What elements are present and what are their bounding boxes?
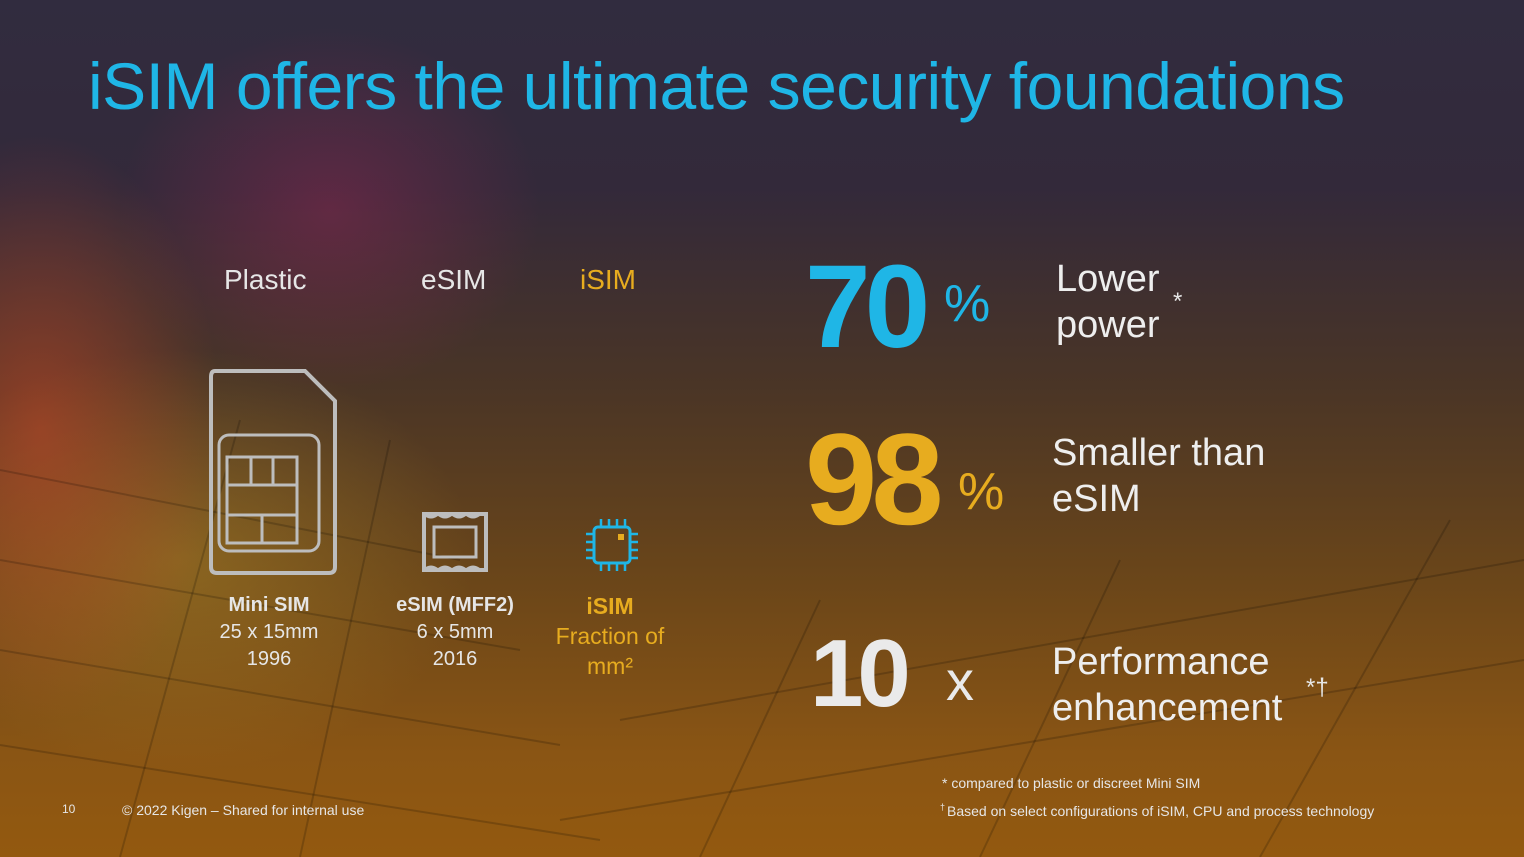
stat-unit-size: % <box>958 463 1005 521</box>
caption-name: iSIM <box>586 593 634 619</box>
stat-unit-power: % <box>944 275 991 333</box>
stat-unit-performance: x <box>946 649 974 712</box>
stat-value-power: 70 <box>805 241 930 373</box>
stat-value-performance: 10 <box>810 620 911 727</box>
footnote-1-mark: * <box>942 775 948 791</box>
footnote-1: * compared to plastic or discreet Mini S… <box>942 775 1200 791</box>
caption-name: Mini SIM <box>228 594 310 616</box>
caption-size: 25 x 15mm <box>219 621 319 643</box>
stat-desc-line1: Performance <box>1052 641 1270 683</box>
processor-chip-icon <box>584 517 640 573</box>
column-header-plastic: Plastic <box>224 264 307 295</box>
stat-desc-size: Smaller than eSIM <box>1052 430 1265 522</box>
stat-desc-line2: enhancement <box>1052 687 1283 729</box>
caption-year: 1996 <box>246 648 292 670</box>
footnote-1-text: compared to plastic or discreet Mini SIM <box>951 775 1201 791</box>
sim-card-icon <box>209 369 339 575</box>
stat-desc-line1: Lower <box>1056 258 1160 300</box>
stat-desc-line2: power <box>1056 304 1160 346</box>
footnote-marker: *† <box>1306 674 1329 701</box>
footnote-2-mark: † <box>940 802 946 812</box>
column-header-esim: eSIM <box>421 264 487 295</box>
slide-title: iSIM offers the ultimate security founda… <box>88 49 1345 123</box>
caption-size-line2: mm² <box>587 653 633 679</box>
footnote-marker: * <box>1173 288 1183 315</box>
column-header-isim: iSIM <box>580 264 636 295</box>
stat-desc-line1: Smaller than <box>1052 432 1266 474</box>
stat-desc-power: Lower power <box>1056 256 1160 348</box>
stat-desc-performance: Performance enhancement <box>1052 639 1282 731</box>
copyright-notice: © 2022 Kigen – Shared for internal use <box>122 802 365 818</box>
footnote-2-text: Based on select configurations of iSIM, … <box>947 803 1375 819</box>
stat-desc-line2: eSIM <box>1052 478 1141 520</box>
caption-name: eSIM (MFF2) <box>396 594 514 616</box>
esim-chip-icon <box>421 511 489 573</box>
page-number: 10 <box>62 802 76 816</box>
caption-mini-sim: Mini SIM 25 x 15mm 1996 <box>199 592 339 673</box>
footnote-2: † Based on select configurations of iSIM,… <box>940 802 1374 819</box>
stat-value-size: 98 <box>805 406 944 552</box>
caption-isim: iSIM Fraction of mm² <box>540 591 680 681</box>
caption-size: 6 x 5mm <box>416 621 494 643</box>
caption-esim: eSIM (MFF2) 6 x 5mm 2016 <box>380 592 530 673</box>
caption-size-line1: Fraction of <box>555 623 665 649</box>
caption-year: 2016 <box>432 648 478 670</box>
